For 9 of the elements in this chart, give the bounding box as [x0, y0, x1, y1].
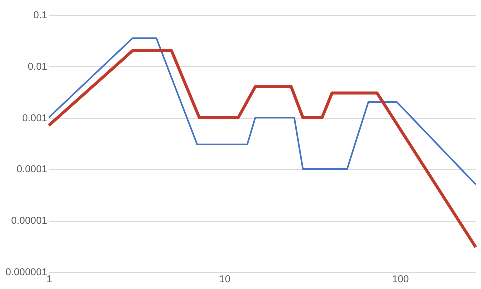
- y-tick-label: 0.1: [34, 10, 48, 22]
- y-tick-label: 0.01: [28, 62, 48, 73]
- y-tick-label: 0.000001: [6, 268, 48, 278]
- y-tick-label: 0.0001: [16, 164, 48, 176]
- x-tick-label: 1: [46, 274, 53, 286]
- x-tick-label: 100: [392, 274, 410, 286]
- y-tick-label: 0.00001: [11, 216, 48, 228]
- y-tick-label: 0.001: [22, 113, 48, 124]
- x-tick-label: 10: [220, 274, 232, 286]
